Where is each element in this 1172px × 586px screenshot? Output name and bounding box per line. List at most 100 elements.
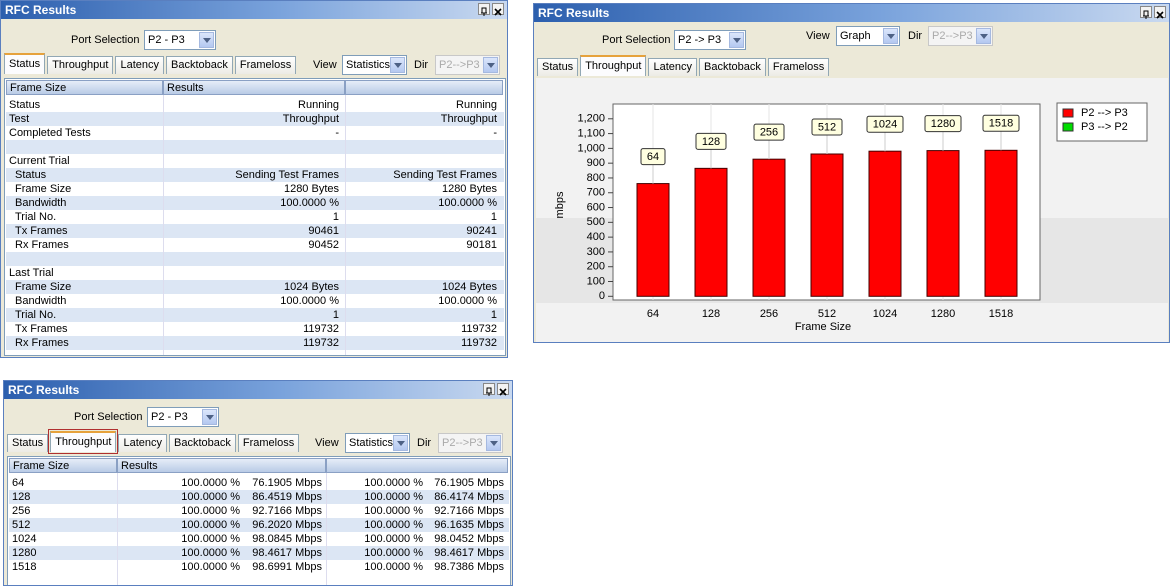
- table-row: 256 100.0000 % 92.7166 Mbps 100.0000 % 92.71…: [9, 504, 509, 518]
- table-row: 64 100.0000 % 76.1905 Mbps 100.0000 % 76.190…: [9, 476, 509, 490]
- tab[interactable]: Frameloss: [237, 434, 300, 452]
- table-row: Rx Frames 90452 90181: [6, 238, 504, 252]
- legend-label: P2 --> P3: [1081, 107, 1128, 119]
- row-label: Status: [15, 169, 47, 181]
- dropdown-arrow[interactable]: [390, 57, 405, 73]
- tab[interactable]: Throughput: [580, 55, 647, 76]
- row-value: 76.1905 Mbps: [434, 477, 504, 489]
- tab[interactable]: Status: [4, 53, 46, 74]
- view-combo[interactable]: Statistics: [345, 433, 410, 453]
- row-value: 98.4617 Mbps: [252, 547, 322, 559]
- tab[interactable]: Backtoback: [165, 56, 233, 74]
- table-row: 1024 100.0000 % 98.0845 Mbps 100.0000 % 98.0…: [9, 532, 509, 546]
- callout-label: 1280: [931, 118, 955, 130]
- row-value: 1280 Bytes: [283, 183, 339, 195]
- y-tick-label: 500: [587, 216, 605, 228]
- dropdown-arrow[interactable]: [393, 435, 408, 451]
- row-value: 86.4519 Mbps: [252, 491, 322, 503]
- tab[interactable]: Latency: [118, 434, 167, 452]
- row-value: 76.1905 Mbps: [252, 477, 322, 489]
- y-tick-label: 800: [587, 172, 605, 184]
- tab[interactable]: Latency: [115, 56, 164, 74]
- y-tick-label: 600: [587, 201, 605, 213]
- tab[interactable]: Frameloss: [234, 56, 297, 74]
- table-row: Completed Tests - -: [6, 126, 504, 140]
- row-value: 100.0000 %: [438, 197, 497, 209]
- pin-icon: [1143, 10, 1149, 19]
- dropdown-arrow[interactable]: [729, 32, 744, 48]
- tab[interactable]: Status: [7, 434, 49, 452]
- dropdown-arrow[interactable]: [199, 32, 214, 48]
- tab[interactable]: Backtoback: [168, 434, 236, 452]
- row-label: 64: [12, 477, 25, 489]
- row-label: Rx Frames: [15, 337, 69, 349]
- row-value: 100.0000 %: [181, 505, 240, 517]
- tab[interactable]: Status: [537, 58, 579, 76]
- close-button[interactable]: [1154, 6, 1166, 19]
- tab[interactable]: Frameloss: [767, 58, 830, 76]
- view-label: View: [315, 437, 339, 449]
- row-value: 100.0000 %: [364, 533, 423, 545]
- row-label: Frame Size: [15, 281, 72, 293]
- row-value: 1280 Bytes: [441, 183, 497, 195]
- pin-button[interactable]: [478, 3, 490, 16]
- row-value: 96.2020 Mbps: [252, 519, 322, 531]
- y-tick-label: 100: [587, 275, 605, 287]
- row-value: 92.7166 Mbps: [252, 505, 322, 517]
- row-value: 1: [490, 211, 497, 223]
- column-divider: [345, 95, 346, 355]
- section-heading: Current Trial: [9, 155, 70, 167]
- dropdown-arrow[interactable]: [976, 28, 991, 44]
- port-combo[interactable]: P2 - P3: [147, 407, 219, 427]
- results-table: Frame Size Results 64 100.0000 % 76.1905 Mbp…: [7, 456, 511, 585]
- row-value: 90181: [466, 239, 497, 251]
- row-value: -: [493, 127, 497, 139]
- tab[interactable]: Throughput: [48, 429, 119, 454]
- y-tick-label: 200: [587, 261, 605, 273]
- port-combo[interactable]: P2 - P3: [144, 30, 216, 50]
- close-button[interactable]: [497, 383, 509, 396]
- callout-label: 128: [702, 136, 720, 148]
- table-row: [6, 140, 504, 154]
- view-label: View: [806, 30, 830, 42]
- dropdown-arrow[interactable]: [883, 28, 898, 44]
- row-value: 98.7386 Mbps: [434, 561, 504, 573]
- row-label: Trial No.: [15, 309, 57, 321]
- column-header: [326, 458, 508, 473]
- close-button[interactable]: [492, 3, 504, 16]
- row-value: Sending Test Frames: [393, 169, 497, 181]
- row-label: Tx Frames: [15, 323, 68, 335]
- panel-title: RFC Results: [5, 3, 77, 17]
- row-value: 98.6991 Mbps: [252, 561, 322, 573]
- close-icon: [1156, 11, 1164, 19]
- row-value: -: [335, 127, 339, 139]
- pin-button[interactable]: [483, 383, 495, 396]
- y-tick-label: 1,200: [577, 113, 605, 125]
- view-combo[interactable]: Statistics: [342, 55, 407, 75]
- table-row: 512 100.0000 % 96.2020 Mbps 100.0000 % 96.16…: [9, 518, 509, 532]
- port-combo[interactable]: P2 -> P3: [674, 30, 746, 50]
- row-value: 100.0000 %: [181, 547, 240, 559]
- y-tick-label: 400: [587, 231, 605, 243]
- callout-box: [695, 132, 727, 150]
- dropdown-arrow[interactable]: [486, 435, 501, 451]
- dropdown-arrow[interactable]: [202, 409, 217, 425]
- row-value: 1: [332, 309, 339, 321]
- tab[interactable]: Throughput: [47, 56, 114, 74]
- view-combo[interactable]: Graph: [836, 26, 900, 46]
- dir-combo[interactable]: P2-->P3: [928, 26, 993, 46]
- dropdown-arrow[interactable]: [483, 57, 498, 73]
- row-label: Bandwidth: [15, 295, 67, 307]
- table-row: Frame Size 1280 Bytes 1280 Bytes: [6, 182, 504, 196]
- row-value: 90461: [308, 225, 339, 237]
- tab[interactable]: Backtoback: [698, 58, 766, 76]
- row-label: 512: [12, 519, 31, 531]
- table-row: 1280 100.0000 % 98.4617 Mbps 100.0000 % 98.4…: [9, 546, 509, 560]
- row-value: 86.4174 Mbps: [434, 491, 504, 503]
- tab[interactable]: Latency: [648, 58, 697, 76]
- row-value: 100.0000 %: [364, 491, 423, 503]
- dir-combo[interactable]: P2-->P3: [438, 433, 503, 453]
- dir-combo[interactable]: P2-->P3: [435, 55, 500, 75]
- x-tick-label: 512: [818, 308, 836, 320]
- pin-button[interactable]: [1140, 6, 1152, 19]
